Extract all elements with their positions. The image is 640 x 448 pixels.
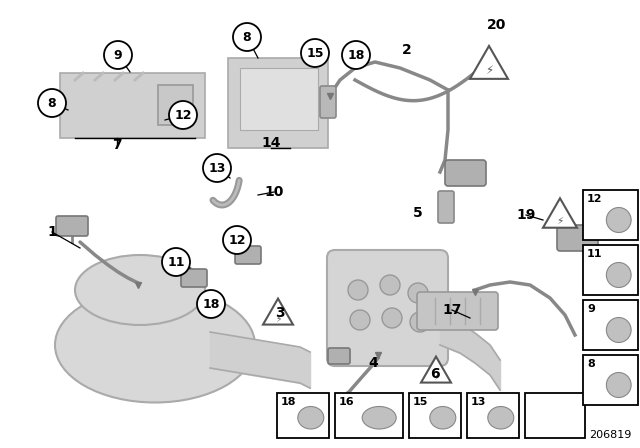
Text: 6: 6 [430, 367, 440, 381]
Text: ⚡: ⚡ [275, 314, 281, 323]
Text: 16: 16 [339, 397, 355, 407]
Text: ⚡: ⚡ [485, 65, 493, 78]
Polygon shape [421, 357, 451, 383]
FancyBboxPatch shape [158, 85, 193, 125]
Bar [467, 393, 519, 438]
Text: 9: 9 [587, 304, 595, 314]
Bar [335, 393, 403, 438]
Circle shape [342, 41, 370, 69]
Circle shape [197, 290, 225, 318]
Ellipse shape [75, 255, 205, 325]
Circle shape [408, 283, 428, 303]
Text: 8: 8 [48, 96, 56, 109]
Text: 1: 1 [47, 225, 57, 239]
Polygon shape [470, 46, 508, 79]
Text: 18: 18 [202, 297, 220, 310]
Bar [583, 190, 638, 240]
Text: 13: 13 [208, 161, 226, 175]
Text: 12: 12 [587, 194, 602, 204]
FancyBboxPatch shape [438, 191, 454, 223]
Text: 2: 2 [402, 43, 412, 57]
Bar [583, 300, 638, 350]
Text: 11: 11 [587, 249, 602, 259]
Ellipse shape [55, 288, 255, 402]
Circle shape [301, 39, 329, 67]
Circle shape [169, 101, 197, 129]
Ellipse shape [606, 372, 631, 397]
Text: 12: 12 [228, 233, 246, 246]
Text: ⚡: ⚡ [556, 216, 564, 226]
Circle shape [203, 154, 231, 182]
Bar [409, 393, 461, 438]
FancyBboxPatch shape [320, 86, 336, 118]
Text: 17: 17 [442, 303, 461, 317]
Bar [525, 393, 585, 438]
Text: 12: 12 [174, 108, 192, 121]
Bar [583, 245, 638, 295]
FancyBboxPatch shape [56, 216, 88, 236]
Text: 11: 11 [167, 255, 185, 268]
FancyBboxPatch shape [328, 348, 350, 364]
Circle shape [350, 310, 370, 330]
Ellipse shape [430, 406, 456, 429]
Polygon shape [263, 299, 293, 324]
FancyBboxPatch shape [60, 73, 205, 138]
Text: 9: 9 [114, 48, 122, 61]
Circle shape [410, 312, 430, 332]
Circle shape [380, 275, 400, 295]
Text: 3: 3 [275, 306, 285, 320]
FancyBboxPatch shape [240, 68, 318, 130]
Text: 5: 5 [413, 206, 423, 220]
Text: 20: 20 [487, 18, 507, 32]
Circle shape [162, 248, 190, 276]
Text: 13: 13 [471, 397, 486, 407]
Ellipse shape [488, 406, 514, 429]
Text: 7: 7 [112, 138, 122, 152]
Circle shape [382, 308, 402, 328]
Text: 10: 10 [264, 185, 284, 199]
FancyBboxPatch shape [228, 58, 328, 148]
Text: 19: 19 [516, 208, 536, 222]
Circle shape [348, 280, 368, 300]
Text: 15: 15 [413, 397, 428, 407]
Text: 206819: 206819 [589, 430, 632, 440]
FancyBboxPatch shape [445, 160, 486, 186]
FancyBboxPatch shape [417, 292, 498, 330]
Circle shape [104, 41, 132, 69]
Circle shape [233, 23, 261, 51]
Circle shape [223, 226, 251, 254]
Ellipse shape [362, 406, 396, 429]
Text: 18: 18 [281, 397, 296, 407]
Circle shape [38, 89, 66, 117]
Text: 15: 15 [307, 47, 324, 60]
FancyBboxPatch shape [327, 250, 448, 366]
FancyBboxPatch shape [235, 246, 261, 264]
Ellipse shape [606, 207, 631, 233]
Ellipse shape [606, 263, 631, 288]
Polygon shape [543, 198, 577, 228]
FancyBboxPatch shape [181, 269, 207, 287]
Text: 14: 14 [261, 136, 281, 150]
Ellipse shape [606, 318, 631, 343]
Bar [277, 393, 329, 438]
Text: 18: 18 [348, 48, 365, 61]
Text: ⚡: ⚡ [433, 372, 439, 382]
FancyBboxPatch shape [557, 225, 598, 251]
Ellipse shape [298, 406, 324, 429]
Bar [583, 355, 638, 405]
Text: 8: 8 [243, 30, 252, 43]
Text: 4: 4 [368, 356, 378, 370]
Text: 8: 8 [587, 359, 595, 369]
